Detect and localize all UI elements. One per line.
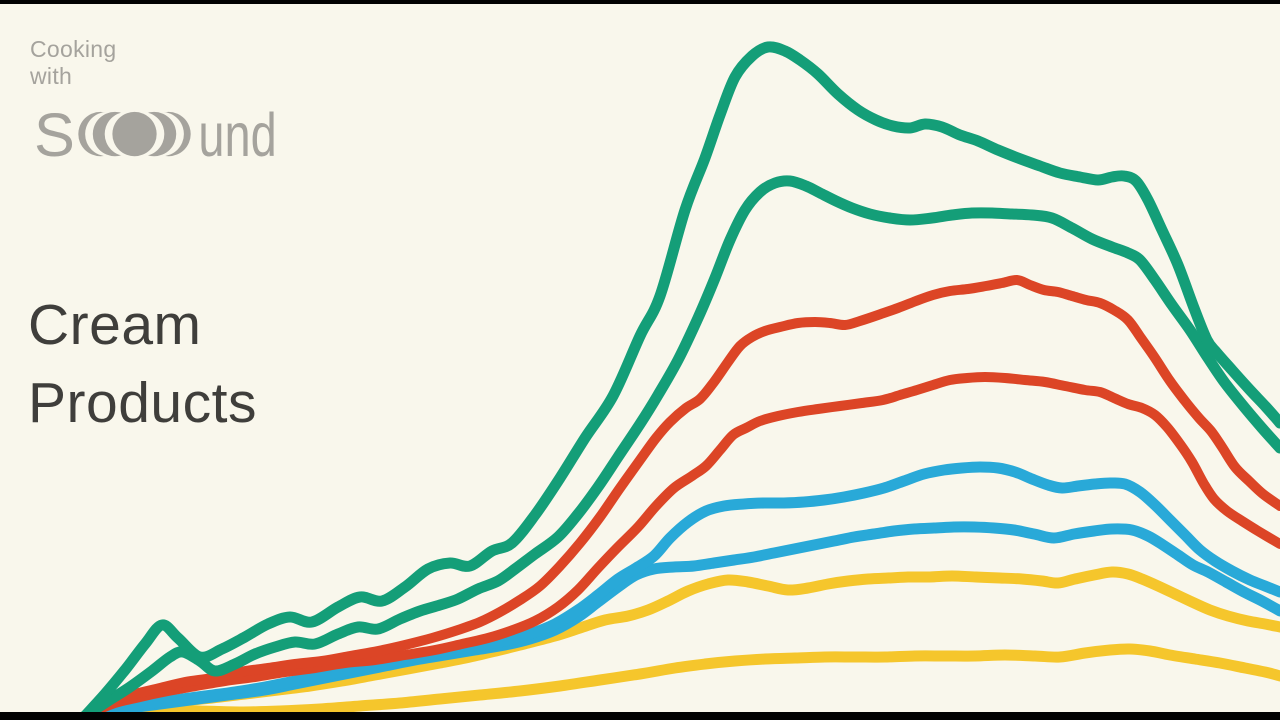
logo-tagline: Cooking with — [30, 36, 285, 90]
series-yellow-lower — [79, 643, 1280, 720]
logo-wordmark: S und — [34, 101, 277, 163]
series-vermilion-lower — [80, 372, 1280, 720]
letterbox-top-bar — [0, 0, 1280, 4]
page-title: Cream Products — [28, 286, 257, 442]
page-title-line2: Products — [28, 371, 257, 435]
page-title-line1: Cream — [28, 293, 202, 357]
letterbox-bottom-bar — [0, 712, 1280, 720]
wordmark-und: und — [198, 101, 276, 163]
logo: Cooking with — [30, 36, 285, 163]
logo-tagline-line2: with — [30, 63, 73, 89]
logo-tagline-line1: Cooking — [30, 36, 117, 62]
series-teal-lower — [79, 175, 1280, 720]
wordmark-s: S — [34, 101, 75, 163]
wave-outer-right — [146, 111, 191, 157]
sound-wave-circles-icon: S und — [34, 101, 277, 163]
series-yellow-upper — [79, 566, 1280, 720]
series-vermilion-upper — [80, 274, 1280, 720]
series-teal-upper — [79, 41, 1280, 720]
series-blue-upper — [82, 461, 1280, 720]
